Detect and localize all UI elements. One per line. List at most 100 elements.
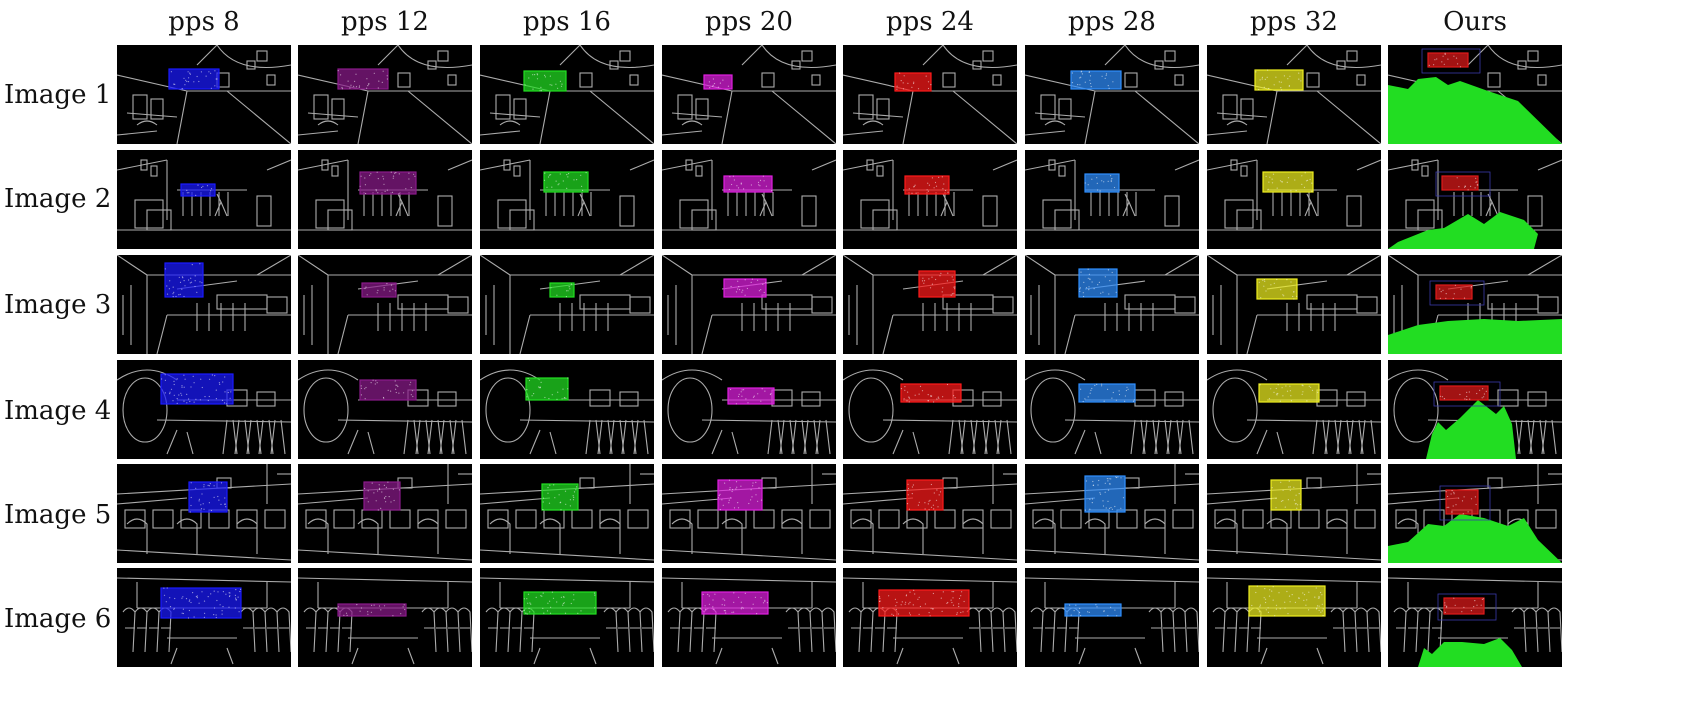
sample-points (186, 184, 213, 196)
detection-box (1084, 475, 1126, 513)
panel-image-4-pps-28 (1025, 360, 1199, 459)
sample-points (1258, 278, 1298, 300)
panel-canvas (662, 568, 836, 667)
panel-canvas (1025, 360, 1199, 459)
panel-image-4-pps-12 (298, 360, 472, 459)
panel-canvas (843, 255, 1017, 354)
sample-points (730, 278, 767, 296)
panel-image-5-pps-28 (1025, 464, 1199, 563)
detection-box (1258, 383, 1320, 403)
panel-image-6-pps-16 (480, 568, 654, 667)
panel-image-6-pps-12 (298, 568, 472, 667)
panel-image-3-pps-28 (1025, 255, 1199, 354)
panel-image-5-pps-16 (480, 464, 654, 563)
edge-lines (117, 464, 291, 561)
panel-canvas (1025, 45, 1199, 144)
panel-canvas (843, 360, 1017, 459)
column-header-pps-20: pps 20 (705, 7, 793, 37)
sample-points (161, 374, 232, 405)
sample-points (730, 388, 772, 405)
sample-points (717, 479, 763, 511)
sample-points (364, 481, 400, 511)
panel-image-2-pps-12 (298, 150, 472, 249)
candidate-box (1435, 171, 1491, 197)
sample-points (1084, 175, 1116, 192)
panel-canvas (843, 464, 1017, 563)
sample-points (524, 73, 563, 92)
panel-image-5-pps-12 (298, 464, 472, 563)
detection-box (523, 70, 567, 92)
panel-image-4-pps-16 (480, 360, 654, 459)
panel-canvas (1388, 464, 1562, 563)
sample-points (921, 272, 956, 296)
sample-points (360, 379, 414, 400)
panel-image-6-pps-8 (117, 568, 291, 667)
panel-canvas (843, 568, 1017, 667)
column-header-pps-8: pps 8 (168, 7, 240, 37)
sample-points (728, 175, 773, 192)
sample-points (1456, 177, 1479, 191)
edge-lines (1207, 464, 1381, 561)
panel-canvas (1207, 255, 1381, 354)
detection-box (337, 68, 389, 90)
detection-box (1445, 489, 1479, 515)
panel-image-4-ours (1388, 360, 1562, 459)
sample-points (1080, 383, 1135, 403)
edge-lines (1025, 159, 1199, 231)
sample-points (1428, 52, 1462, 68)
detection-box (164, 262, 204, 298)
edge-lines (1025, 369, 1199, 455)
panel-canvas (1207, 464, 1381, 563)
panel-image-6-pps-32 (1207, 568, 1381, 667)
edge-lines (480, 464, 654, 561)
detection-box (1078, 268, 1118, 298)
edge-lines (480, 369, 654, 455)
panel-canvas (662, 255, 836, 354)
ground-region (1418, 638, 1522, 667)
sample-points (1270, 480, 1301, 509)
sample-points (170, 70, 218, 90)
panel-canvas (480, 464, 654, 563)
panel-image-5-pps-24 (843, 464, 1017, 563)
panel-background (843, 568, 1017, 667)
panel-canvas (480, 360, 654, 459)
detection-box (168, 68, 220, 90)
sample-points (543, 172, 587, 191)
panel-image-1-pps-28 (1025, 45, 1199, 144)
panel-canvas (117, 150, 291, 249)
detection-box (1254, 69, 1304, 91)
sample-points (163, 587, 242, 619)
panel-canvas (117, 45, 291, 144)
row-header-image-5: Image 5 (4, 500, 112, 530)
panel-background (662, 568, 836, 667)
edge-lines (662, 255, 836, 354)
edge-lines (298, 369, 472, 455)
panel-canvas (1025, 464, 1199, 563)
detection-box (180, 183, 216, 197)
panel-canvas (1207, 150, 1381, 249)
edge-lines (843, 159, 1017, 231)
edge-lines (1207, 45, 1381, 144)
detection-box (543, 171, 589, 193)
panel-canvas (1388, 45, 1562, 144)
panel-image-3-pps-32 (1207, 255, 1381, 354)
sample-points (1445, 490, 1477, 515)
ground-region (1388, 514, 1562, 563)
panel-image-2-pps-24 (843, 150, 1017, 249)
panel-image-3-pps-12 (298, 255, 472, 354)
sample-points (550, 283, 572, 298)
panel-image-6-pps-20 (662, 568, 836, 667)
candidate-box (1439, 485, 1491, 521)
panel-image-3-pps-20 (662, 255, 836, 354)
panel-image-4-pps-32 (1207, 360, 1381, 459)
panel-canvas (843, 150, 1017, 249)
panel-background (298, 568, 472, 667)
detection-box (900, 383, 962, 403)
column-header-pps-24: pps 24 (886, 7, 974, 37)
ground-region (1388, 77, 1562, 144)
sample-points (878, 589, 965, 617)
sample-points (1255, 69, 1302, 91)
detection-box (1078, 383, 1136, 403)
panel-image-5-pps-20 (662, 464, 836, 563)
